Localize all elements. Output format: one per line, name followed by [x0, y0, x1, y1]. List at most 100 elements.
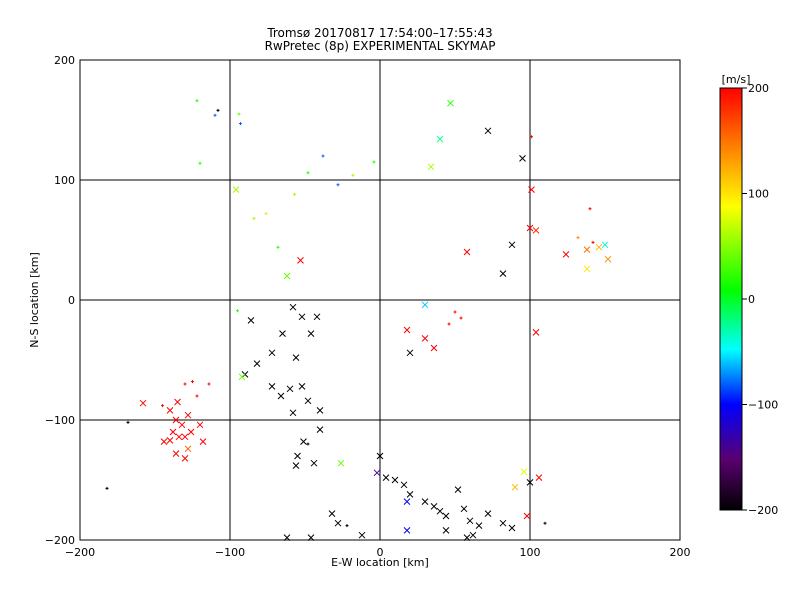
y-tick-label: −200 — [45, 534, 75, 547]
data-point — [238, 373, 246, 381]
data-point — [216, 108, 220, 112]
data-point — [447, 322, 451, 326]
data-point — [268, 383, 276, 390]
data-point — [453, 310, 457, 314]
data-point — [463, 248, 471, 256]
colorbar-tick-label: −200 — [748, 504, 778, 517]
y-tick-label: 0 — [68, 294, 75, 307]
data-point — [454, 486, 462, 493]
data-point — [508, 241, 516, 249]
data-point — [310, 459, 318, 467]
data-point — [406, 349, 414, 357]
data-point — [459, 316, 463, 320]
data-point — [421, 301, 429, 309]
x-axis-label: E-W location [km] — [331, 556, 429, 569]
y-tick-label: 200 — [54, 54, 75, 67]
data-point — [583, 246, 591, 253]
data-point — [253, 360, 261, 367]
grid-lines — [80, 60, 680, 540]
data-point — [499, 270, 507, 277]
data-point — [306, 442, 310, 446]
plot-frame — [79, 59, 681, 541]
data-point — [239, 122, 242, 126]
data-point — [174, 398, 181, 406]
x-ticks: −200 −100 0 100 200 — [65, 546, 691, 559]
data-point — [283, 272, 291, 280]
data-point — [191, 380, 194, 384]
data-point — [583, 265, 591, 273]
data-point — [406, 491, 414, 498]
colorbar — [719, 87, 743, 511]
data-point — [161, 404, 164, 408]
data-point — [172, 450, 180, 457]
colorbar-tick-label: 0 — [748, 293, 755, 306]
x-tick-label: 200 — [670, 546, 691, 559]
data-point — [391, 476, 399, 484]
data-point — [289, 409, 297, 417]
x-tick-label: −100 — [215, 546, 245, 559]
data-point — [591, 240, 595, 244]
data-point — [169, 428, 177, 436]
data-point — [187, 428, 195, 436]
y-tick-label: −100 — [45, 414, 75, 427]
colorbar-tick-label: 200 — [748, 82, 769, 95]
data-points — [105, 99, 612, 541]
data-point — [535, 474, 543, 481]
data-point — [264, 212, 268, 216]
data-point — [313, 313, 321, 321]
data-point — [475, 522, 483, 529]
data-point — [160, 438, 168, 445]
data-point — [499, 519, 507, 527]
data-point — [447, 99, 454, 107]
data-point — [484, 127, 492, 135]
data-point — [166, 407, 174, 414]
data-point — [532, 329, 540, 336]
y-ticks: −200 −100 0 100 200 — [45, 54, 75, 547]
data-point — [508, 524, 516, 532]
data-point — [532, 227, 540, 234]
data-point — [523, 512, 531, 520]
data-point — [373, 469, 381, 477]
data-point — [293, 192, 296, 196]
data-point — [247, 317, 255, 324]
data-point — [304, 397, 312, 405]
colorbar-ticks: 200 100 0 −100 −200 — [742, 82, 778, 517]
data-point — [126, 420, 130, 424]
data-point — [207, 382, 211, 386]
data-point — [528, 186, 535, 193]
x-tick-label: 100 — [520, 546, 541, 559]
data-point — [316, 426, 324, 433]
data-point — [400, 481, 408, 489]
data-point — [337, 459, 345, 467]
data-point — [345, 524, 349, 528]
data-point — [520, 468, 528, 475]
data-point — [403, 527, 411, 534]
data-point — [139, 399, 147, 407]
data-point — [195, 99, 199, 103]
data-point — [511, 483, 519, 491]
data-point — [530, 135, 533, 139]
data-point — [519, 155, 526, 162]
data-point — [436, 135, 444, 143]
data-point — [334, 519, 342, 527]
x-tick-label: −200 — [65, 546, 95, 559]
data-point — [184, 445, 192, 453]
data-point — [358, 531, 366, 539]
data-point — [526, 224, 534, 232]
data-point — [292, 354, 300, 361]
data-point — [576, 236, 580, 240]
data-point — [421, 335, 429, 342]
y-axis-label: N-S location [km] — [28, 252, 41, 348]
chart-title: Tromsø 20170817 17:54:00–17:55:43 — [266, 26, 492, 40]
colorbar-tick-label: 100 — [748, 188, 769, 201]
data-point — [403, 326, 411, 334]
data-point — [316, 407, 324, 414]
data-point — [184, 411, 192, 419]
data-point — [294, 452, 301, 460]
chart-subtitle: RwPretec (8p) EXPERIMENTAL SKYMAP — [265, 39, 496, 53]
data-point — [105, 486, 109, 490]
data-point — [183, 382, 187, 386]
data-point — [175, 433, 183, 441]
data-point — [297, 257, 304, 264]
